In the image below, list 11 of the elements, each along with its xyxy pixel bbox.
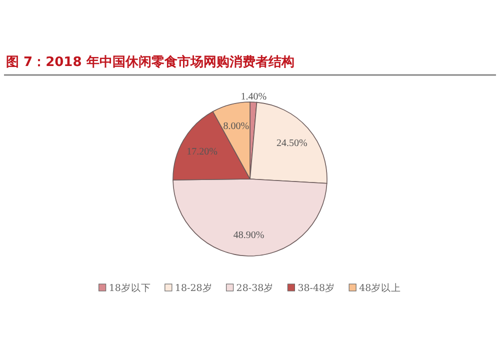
data-label: 8.00% bbox=[223, 120, 250, 132]
legend-label: 38-48岁 bbox=[298, 282, 336, 294]
data-label: 17.20% bbox=[186, 146, 218, 158]
data-label: 48.90% bbox=[233, 230, 264, 241]
legend-label: 28-38岁 bbox=[236, 282, 274, 294]
legend-label: 18岁以下 bbox=[108, 282, 151, 294]
chart-title: 图 7：2018 年中国休闲零食市场网购消费者结构 bbox=[6, 54, 294, 70]
legend-label: 48岁以上 bbox=[359, 282, 402, 294]
data-label: 1.40% bbox=[240, 91, 267, 102]
data-label: 24.50% bbox=[276, 138, 308, 150]
legend-label: 18-28岁 bbox=[174, 282, 212, 294]
